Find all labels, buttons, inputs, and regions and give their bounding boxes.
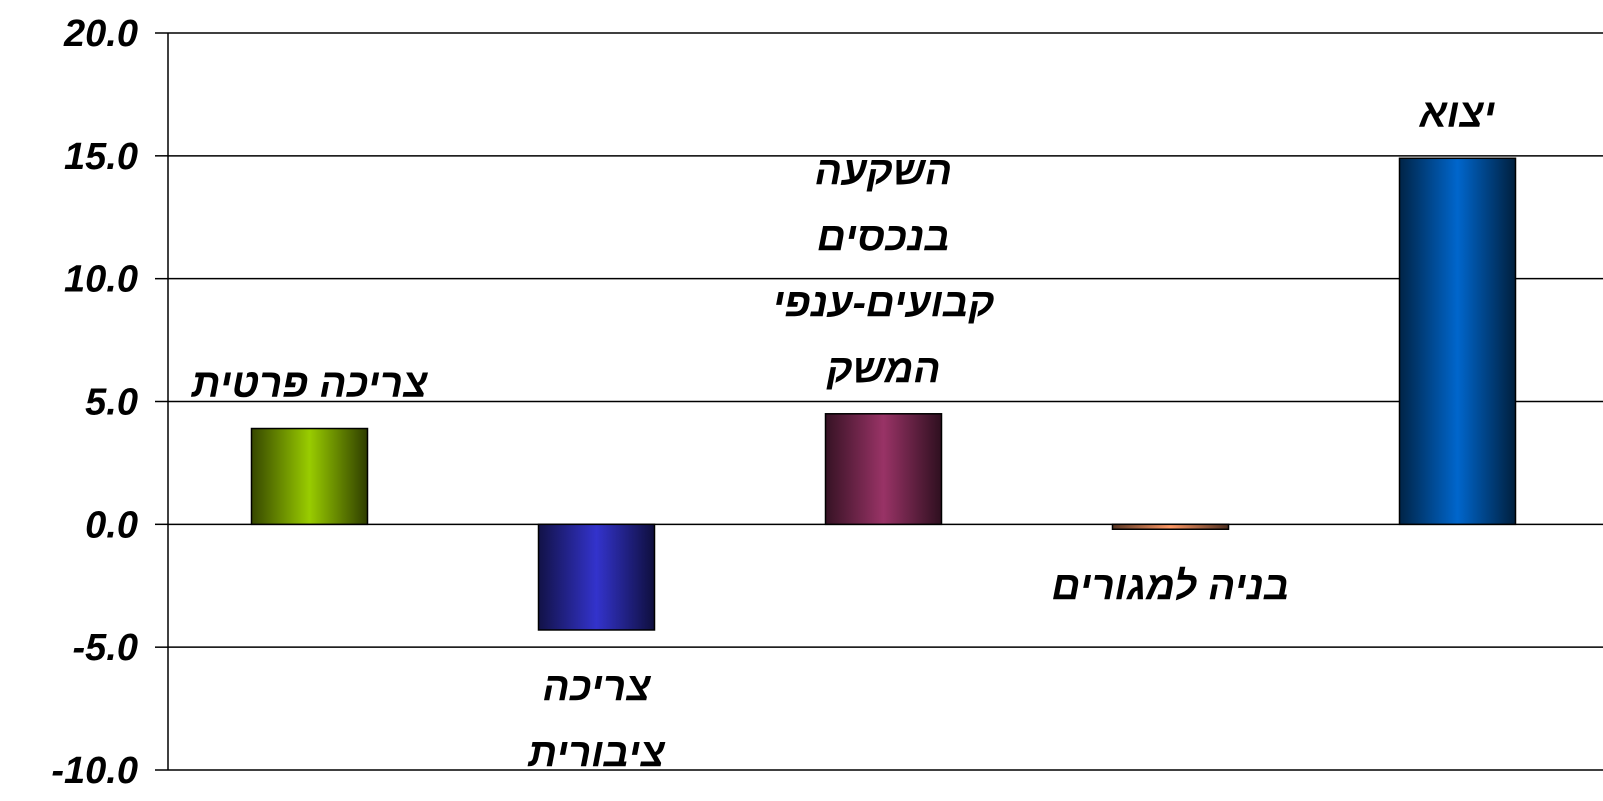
category-label: השקעה בנכסים קבועים-ענפי המשק <box>772 149 994 391</box>
y-tick-label: 15.0 <box>64 136 138 178</box>
category-label-line: צריכה פרטית <box>191 362 429 406</box>
y-tick-label: -5.0 <box>73 627 138 669</box>
bar <box>1398 157 1517 526</box>
y-tick-label: -10.0 <box>51 750 138 792</box>
category-label: יצוא <box>1419 91 1496 135</box>
category-labels: צריכה פרטית צריכה ציבורית השקעה בנכסים קבועים… <box>191 91 1496 775</box>
category-label-line: קבועים-ענפי <box>772 281 994 325</box>
bar <box>250 427 369 526</box>
category-label: צריכה ציבורית <box>527 665 666 775</box>
category-label: בניה למגורים <box>1052 564 1290 608</box>
category-label-line: ציבורית <box>527 731 666 775</box>
bar <box>824 413 943 526</box>
y-tick-label: 10.0 <box>64 259 138 301</box>
y-tick-label: 20.0 <box>63 13 138 55</box>
category-label-line: השקעה <box>815 149 952 193</box>
y-tick-label: 0.0 <box>85 504 138 546</box>
bar <box>1111 523 1230 530</box>
category-label-line: המשק <box>825 347 940 391</box>
bar <box>537 523 656 631</box>
y-axis: 20.0 15.0 10.0 5.0 0.0 -5.0 -10.0 <box>51 13 169 792</box>
category-label-line: בנכסים <box>817 215 950 259</box>
bars <box>250 157 1517 631</box>
category-label-line: יצוא <box>1419 91 1496 135</box>
y-tick-label: 5.0 <box>85 382 138 424</box>
category-label-line: בניה למגורים <box>1052 564 1290 608</box>
category-label-line: צריכה <box>543 665 652 709</box>
category-label: צריכה פרטית <box>191 362 429 406</box>
